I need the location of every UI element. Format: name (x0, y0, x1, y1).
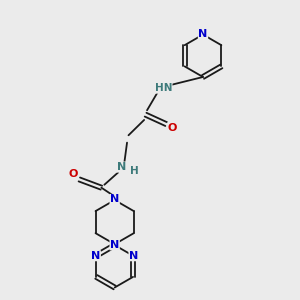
Text: O: O (69, 169, 78, 178)
Text: N: N (110, 194, 119, 205)
Text: O: O (167, 123, 177, 133)
Text: N: N (116, 162, 126, 172)
Text: HN: HN (154, 83, 172, 93)
Text: N: N (110, 240, 119, 250)
Text: N: N (129, 251, 138, 261)
Text: N: N (91, 251, 100, 261)
Text: N: N (198, 29, 208, 39)
Text: H: H (130, 166, 139, 176)
